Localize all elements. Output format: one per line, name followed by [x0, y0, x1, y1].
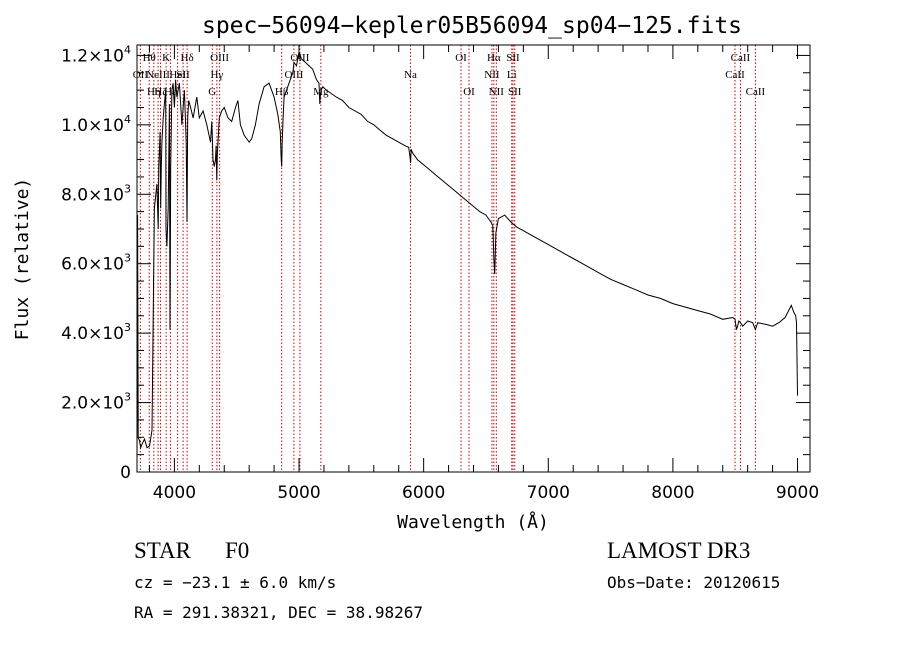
line-label-22: NII — [489, 86, 505, 98]
x-tick-label: 9000 — [776, 483, 819, 503]
line-label-15: OIII — [290, 52, 309, 64]
x-tick-label: 6000 — [402, 483, 445, 503]
y-tick-label-exponent: 3 — [124, 391, 131, 404]
line-label-11: Hγ — [210, 69, 223, 81]
line-label-21: Hα — [487, 52, 501, 64]
subclass-label: F0 — [224, 538, 250, 563]
y-tick-label: 8.0×103 — [61, 182, 131, 205]
line-label-9: Hδ — [181, 52, 194, 64]
line-label-20: NII — [484, 69, 500, 81]
x-tick-label: 5000 — [277, 483, 320, 503]
class-label: STAR — [134, 538, 191, 563]
line-label-13: Hβ — [275, 86, 289, 98]
line-label-2: Hη — [147, 86, 161, 98]
line-label-1: Hθ — [143, 52, 156, 64]
y-tick-label: 0 — [120, 463, 131, 483]
line-label-17: Na — [404, 69, 417, 81]
x-tick-label: 4000 — [153, 483, 196, 503]
y-tick-label-exponent: 3 — [124, 182, 131, 195]
y-axis-label: Flux (relative) — [12, 178, 33, 341]
line-label-26: CaII — [725, 69, 745, 81]
line-label-19: OI — [463, 86, 475, 98]
line-label-28: CaII — [746, 86, 766, 98]
y-tick-label-exponent: 3 — [124, 252, 131, 265]
y-tick-label-base: 2.0×10 — [61, 394, 124, 414]
line-label-23: Li — [507, 69, 517, 81]
y-tick-label-base: 8.0×10 — [61, 185, 124, 205]
y-tick-label-exponent: 3 — [124, 321, 131, 334]
line-label-18: OI — [455, 52, 467, 64]
spectral-line-markers — [139, 45, 756, 472]
line-label-10: G — [208, 86, 216, 98]
y-tick-label: 4.0×103 — [61, 321, 131, 344]
line-label-14: OIII — [284, 69, 303, 81]
coordinates-label: RA = 291.38321, DEC = 38.98267 — [134, 603, 423, 622]
y-tick-label-base: 6.0×10 — [61, 255, 124, 275]
y-tick-label: 1.0×104 — [61, 113, 131, 136]
spectrum-line — [136, 49, 798, 462]
y-tick-label-base: 4.0×10 — [61, 324, 124, 344]
x-tick-label: 8000 — [651, 483, 694, 503]
spectral-line-labels: OIIHθHηNeIIIHζKHεHeISIIHδGHγOIIIHβOIIIOI… — [133, 52, 766, 98]
x-tick-label: 7000 — [527, 483, 570, 503]
line-label-12: OIII — [210, 52, 229, 64]
line-label-25: SII — [508, 86, 522, 98]
object-class: STAR F0 — [134, 538, 249, 564]
axes: 4000 5000 6000 7000 8000 900002.0×1034.0×1036… — [61, 43, 819, 503]
x-axis-label: Wavelength (Å) — [397, 511, 549, 533]
y-tick-label-base: 1.2×10 — [61, 46, 124, 66]
line-label-4: Hζ — [154, 86, 167, 98]
obs-date-label: Obs−Date: 20120615 — [607, 573, 781, 592]
line-label-3: NeIII — [146, 69, 170, 81]
line-label-5: K — [162, 52, 170, 64]
line-label-27: CaII — [731, 52, 751, 64]
redshift-label: cz = −23.1 ± 6.0 km/s — [134, 573, 337, 592]
chart-title: spec−56094−kepler05B56094_sp04−125.fits — [202, 13, 742, 39]
y-tick-label: 6.0×103 — [61, 252, 131, 275]
y-tick-label-base: 0 — [120, 463, 131, 483]
line-label-24: SII — [506, 52, 520, 64]
y-tick-label-exponent: 4 — [124, 43, 131, 56]
line-label-7: HeI — [169, 69, 186, 81]
y-tick-label-exponent: 4 — [124, 113, 131, 126]
line-label-8: SII — [176, 69, 190, 81]
y-tick-label: 2.0×103 — [61, 391, 131, 414]
y-tick-label: 1.2×104 — [61, 43, 131, 66]
survey-label: LAMOST DR3 — [607, 538, 751, 563]
plot-frame — [136, 44, 811, 473]
y-tick-label-base: 1.0×10 — [61, 116, 124, 136]
